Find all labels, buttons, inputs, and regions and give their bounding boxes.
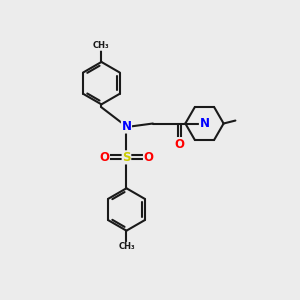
Text: CH₃: CH₃	[118, 242, 135, 251]
Text: N: N	[200, 117, 209, 130]
Text: N: N	[122, 120, 131, 133]
Text: O: O	[174, 138, 184, 151]
Text: S: S	[122, 151, 131, 164]
Text: O: O	[99, 151, 110, 164]
Text: CH₃: CH₃	[93, 41, 110, 50]
Text: O: O	[143, 151, 154, 164]
